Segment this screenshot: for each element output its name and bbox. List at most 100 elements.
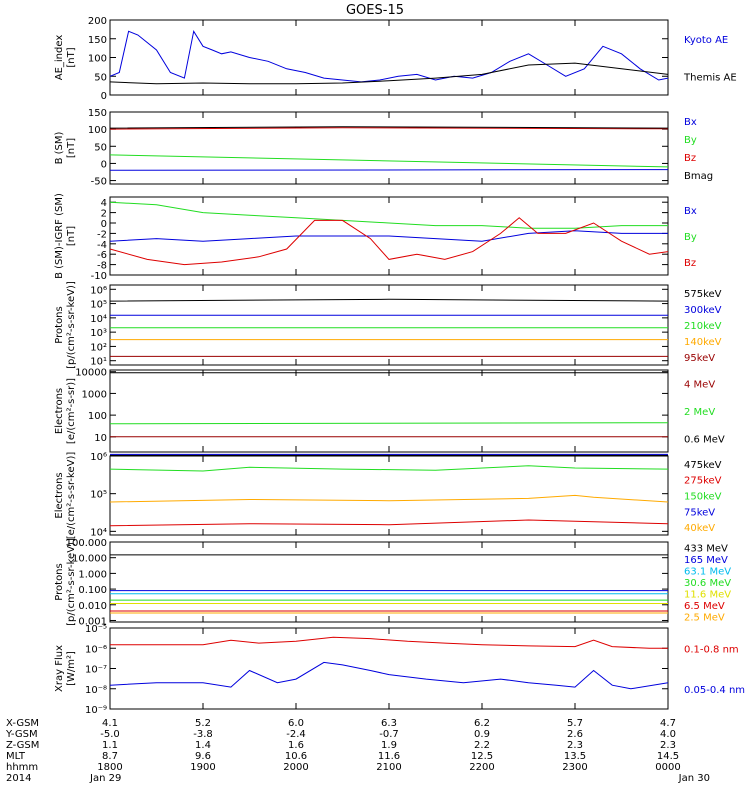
footer-value: 2200	[469, 762, 494, 773]
footer-value: 8.7	[102, 751, 118, 762]
footer-value: 4.1	[102, 718, 118, 729]
series-line	[110, 636, 668, 649]
legend-label: Bx	[684, 117, 697, 128]
legend-label: Bx	[684, 206, 697, 217]
legend-label: 95keV	[684, 353, 715, 364]
panel-2: -50 0 50 100 150 B (SM) [nT] Bx By Bz Bmag	[54, 108, 713, 188]
footer-value: 6.2	[474, 718, 490, 729]
footer-value: 1.6	[288, 740, 304, 751]
footer-table: X-GSM 4.1 5.2 6.0 6.3 6.2 5.7 4.7 Y-GSM -5.0 -3.8 -…	[5, 718, 710, 784]
footer-value: 9.6	[195, 751, 211, 762]
footer-value: 0.9	[474, 729, 490, 740]
y-tick-label: 50	[94, 142, 107, 153]
y-axis-unit: [nT]	[66, 138, 77, 158]
y-axis-label: Electrons	[54, 472, 65, 518]
y-tick-label: 10³	[90, 328, 107, 339]
y-tick-label: 10⁻⁵	[85, 624, 107, 635]
legend-label: 210keV	[684, 321, 722, 332]
y-tick-label: 0.100	[78, 585, 107, 596]
panel-frame	[109, 369, 669, 453]
y-tick-label: 10⁻⁹	[85, 705, 107, 716]
y-tick-label: 10⁻⁷	[85, 665, 107, 676]
y-tick-label: 150	[88, 35, 107, 46]
footer-value: 2100	[376, 762, 401, 773]
y-tick-label: -10	[91, 271, 107, 282]
footer-value: 11.6	[378, 751, 400, 762]
series-line	[109, 127, 669, 130]
footer-value: 10.6	[285, 751, 307, 762]
footer-row-label: 2014	[6, 773, 31, 784]
series-line	[109, 126, 669, 129]
footer-value: 13.5	[564, 751, 586, 762]
legend-label: 2.5 MeV	[684, 612, 725, 623]
footer-value: 4.7	[660, 718, 676, 729]
footer-value: -3.8	[193, 729, 213, 740]
panel-5: 10 100 1000 10000 Electrons [e/(cm²-s-sr)] 4 M…	[54, 368, 725, 453]
panel-1: 0 50 100 150 200 AE_index [nT] Kyoto AE Themis A…	[54, 16, 737, 102]
y-axis-unit: [p/(cm²-s-sr-keV)]	[66, 538, 77, 626]
legend-label: 2 MeV	[684, 407, 715, 418]
y-tick-label: 0	[101, 219, 107, 230]
footer-value: 2.6	[567, 729, 583, 740]
legend-label: Bz	[684, 153, 696, 164]
legend-label: 4 MeV	[684, 380, 715, 391]
y-axis-label: B (SM)	[54, 131, 65, 164]
y-tick-label: 10⁴	[90, 527, 107, 538]
footer-value: 2.2	[474, 740, 490, 751]
footer-value: 2.3	[660, 740, 676, 751]
y-axis-label: Protons	[54, 306, 65, 343]
y-axis-label: AE_index	[54, 35, 65, 81]
y-tick-label: 10⁵	[90, 300, 107, 311]
legend-label: 150keV	[684, 492, 722, 503]
y-tick-label: 10⁶	[90, 285, 107, 296]
series-line	[109, 661, 669, 690]
panel-6: 10⁴ 10⁵ 10⁶ Electrons [e/(cm²-s-sr-keV)] 475k…	[54, 452, 722, 540]
series-line	[109, 230, 668, 242]
legend-label: 433 MeV	[684, 544, 728, 555]
y-tick-label: 0	[101, 159, 107, 170]
series-line	[109, 465, 669, 472]
legend-label: 30.6 MeV	[684, 578, 731, 589]
panel-frame	[109, 541, 669, 623]
panel-4: 10¹ 10² 10³ 10⁴ 10⁵ 10⁶ Protons [p/(cm²-s-sr-ke…	[54, 281, 722, 369]
y-tick-label: 50	[94, 72, 107, 83]
y-axis-label: Electrons	[54, 388, 65, 434]
panel-8: 10⁻⁹ 10⁻⁸ 10⁻⁷ 10⁻⁶ 10⁻⁵ Xray Flux [W/m²] 0.1-0…	[54, 624, 745, 716]
footer-value: 1900	[190, 762, 215, 773]
legend-label: 11.6 MeV	[684, 589, 731, 600]
legend-label: 140keV	[684, 337, 722, 348]
legend-label: 0.1-0.8 nm	[684, 644, 739, 655]
footer-value: 1800	[97, 762, 122, 773]
footer-value: 1.4	[195, 740, 211, 751]
legend-label: 40keV	[684, 523, 715, 534]
y-tick-label: -6	[97, 250, 107, 261]
series-line	[109, 519, 669, 527]
y-tick-label: -2	[97, 229, 107, 240]
footer-value: -0.7	[379, 729, 399, 740]
y-tick-label: 100	[88, 125, 107, 136]
series-line	[109, 29, 669, 83]
legend-label: 275keV	[684, 476, 722, 487]
y-tick-label: 200	[88, 16, 107, 27]
series-line	[109, 217, 669, 266]
legend-label: Bmag	[684, 171, 713, 182]
legend-label: 575keV	[684, 289, 722, 300]
y-axis-unit: [p/(cm²-s-sr-keV)]	[66, 281, 77, 369]
footer-value: -2.4	[286, 729, 306, 740]
footer-value: -5.0	[100, 729, 120, 740]
series-line	[109, 298, 669, 302]
series-line	[109, 494, 669, 503]
y-tick-label: 10.000	[72, 554, 107, 565]
y-tick-label: 100	[88, 411, 107, 422]
legend-label: 63.1 MeV	[684, 567, 731, 578]
footer-row-label: X-GSM	[6, 718, 39, 729]
series-line	[109, 169, 669, 171]
footer-value: 1.9	[381, 740, 397, 751]
panel-frame	[109, 111, 669, 185]
footer-value: 6.3	[381, 718, 397, 729]
y-tick-label: 10⁶	[90, 452, 107, 463]
footer-value: 2000	[283, 762, 308, 773]
y-tick-label: 2	[101, 209, 107, 220]
